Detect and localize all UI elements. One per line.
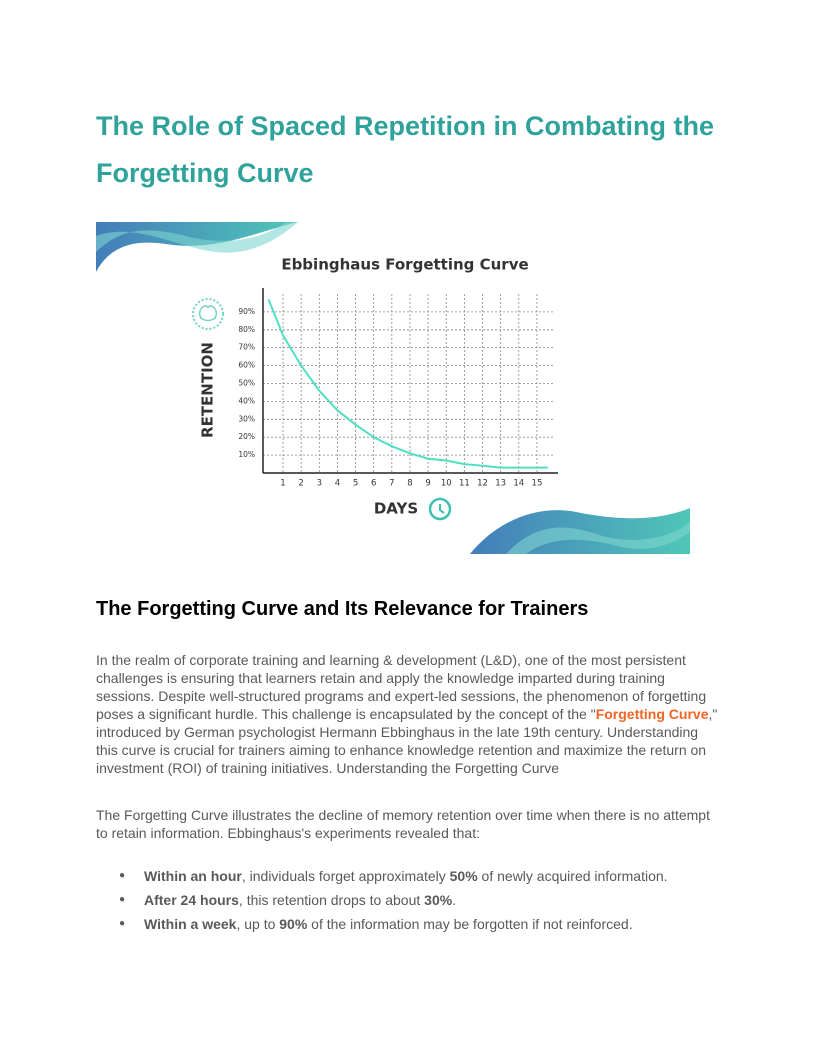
bold-text: 90% — [279, 916, 308, 932]
bullet-list: Within an hour, individuals forget appro… — [96, 866, 668, 938]
y-tick-label: 50% — [238, 379, 255, 388]
bold-text: After 24 hours — [144, 892, 239, 908]
x-axis-label: DAYS — [374, 500, 418, 518]
decor-wave — [506, 522, 690, 554]
x-tick-label: 10 — [441, 479, 452, 489]
chart-title: Ebbinghaus Forgetting Curve — [281, 256, 528, 274]
x-tick-label: 7 — [389, 479, 394, 489]
bold-text: Within an hour — [144, 868, 242, 884]
text: , this retention drops to about — [238, 892, 425, 908]
x-tick-label: 14 — [513, 479, 524, 489]
x-tick-label: 5 — [353, 479, 358, 489]
text: , individuals forget approximately — [241, 868, 450, 884]
y-tick-label: 60% — [238, 361, 255, 370]
text: of newly acquired information. — [477, 868, 668, 884]
y-tick-label: 10% — [238, 450, 255, 459]
text: . — [452, 892, 457, 908]
page-title: The Role of Spaced Repetition in Combati… — [96, 111, 715, 188]
brain-icon — [192, 298, 224, 330]
y-tick-label: 80% — [238, 325, 255, 334]
x-tick-label: 4 — [335, 479, 340, 489]
paragraph: In the realm of corporate training and l… — [96, 651, 721, 777]
x-tick-label: 11 — [459, 479, 470, 489]
x-tick-label: 13 — [495, 479, 506, 489]
text: In the realm of corporate training and l… — [96, 652, 707, 722]
bullet-item: After 24 hours, this retention drops to … — [96, 890, 668, 914]
retention-curve — [267, 299, 548, 469]
x-tick-label: 15 — [532, 479, 543, 489]
bullet-item: Within a week, up to 90% of the informat… — [96, 914, 668, 938]
bold-text: 50% — [449, 868, 478, 884]
text: , up to — [236, 916, 280, 932]
clock-icon — [428, 497, 452, 521]
text: of the information may be forgotten if n… — [307, 916, 633, 932]
x-tick-label: 8 — [407, 479, 412, 489]
highlight: Forgetting Curve — [595, 706, 709, 722]
x-tick-label: 1 — [280, 479, 285, 489]
y-tick-label: 40% — [238, 396, 255, 405]
bullet-item: Within an hour, individuals forget appro… — [96, 866, 668, 890]
x-tick-label: 12 — [477, 479, 488, 489]
bold-text: 30% — [424, 892, 453, 908]
decor-wave — [96, 222, 298, 253]
y-tick-label: 70% — [238, 343, 255, 352]
y-tick-label: 20% — [238, 432, 255, 441]
text: ," introduced by German psychologist Her… — [96, 706, 718, 776]
paragraph: The Forgetting Curve illustrates the dec… — [96, 807, 710, 841]
section-heading: The Forgetting Curve and Its Relevance f… — [96, 598, 589, 620]
y-tick-label: 90% — [238, 307, 255, 316]
x-tick-label: 3 — [317, 479, 322, 489]
bold-text: Within a week — [144, 916, 237, 932]
x-tick-label: 6 — [371, 479, 376, 489]
y-tick-label: 30% — [238, 414, 255, 423]
chart-image: Ebbinghaus Forgetting Curve RETENTION DA… — [96, 222, 690, 554]
x-tick-label: 2 — [298, 479, 303, 489]
y-axis-label: RETENTION — [199, 342, 217, 438]
x-tick-label: 9 — [425, 479, 430, 489]
